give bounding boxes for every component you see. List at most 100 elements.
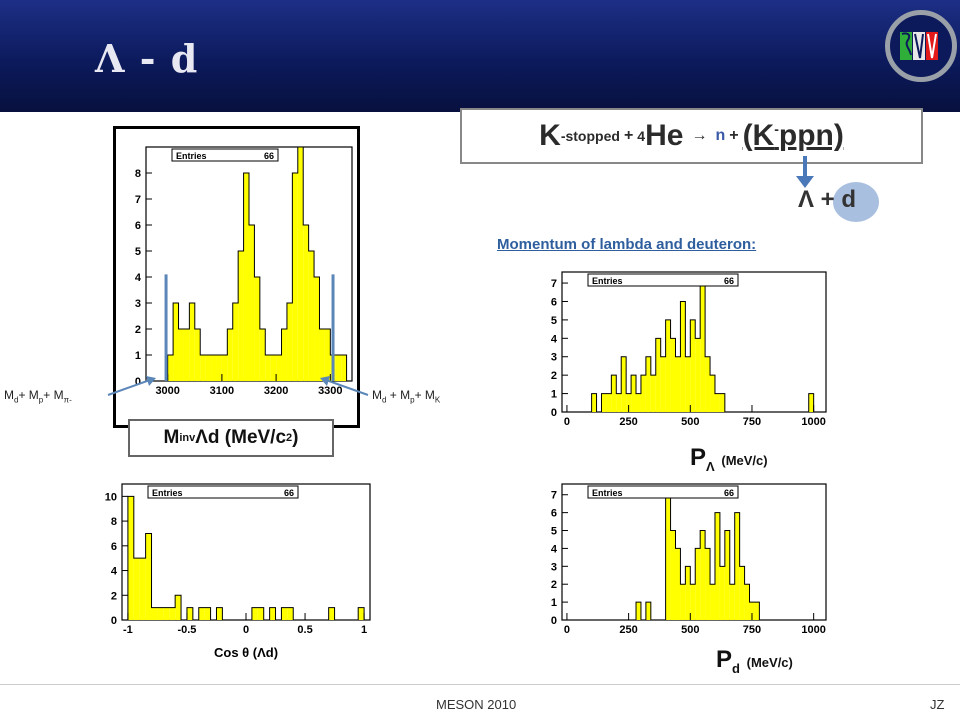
minv-rest: Λd (MeV/c (195, 427, 287, 448)
plambda-ytick-label: 2 (551, 370, 557, 382)
cos-bar (145, 533, 152, 620)
tl-s3: π- (63, 395, 72, 405)
cos-bar (151, 607, 158, 620)
plambda-ytick-label: 5 (551, 315, 557, 327)
slide-header (0, 0, 960, 112)
pd-ytick-label: 5 (551, 526, 557, 538)
minv-bar (270, 355, 277, 381)
kppn-close: ppn) (778, 119, 844, 152)
plambda-outline (591, 282, 815, 413)
plus-sign: + (623, 127, 634, 144)
minv-bar (308, 251, 315, 381)
minv-ytick-label: 0 (135, 376, 141, 388)
pd-bar (754, 602, 760, 620)
minv-bar (314, 277, 320, 381)
cos-bar (358, 607, 365, 620)
tr-s2: p (410, 395, 415, 405)
minv-m: M (163, 427, 180, 448)
pd-sub: d (732, 660, 740, 676)
minv-close: ) (292, 427, 299, 448)
minv-bar (335, 355, 342, 381)
kppn-cluster: (K-ppn) (743, 119, 844, 153)
plambda-bar (675, 356, 681, 412)
cos-stats-box (147, 485, 299, 499)
minv-bar (194, 329, 201, 381)
tr-p2: + M (414, 388, 435, 402)
pd-bar (734, 512, 740, 620)
pd-bar (685, 566, 691, 620)
tl-s1: d (14, 395, 19, 405)
slide-title: Λ - d (95, 36, 199, 81)
kaon-charge: - (560, 128, 566, 144)
cos-xtick-label: 1 (361, 624, 367, 636)
cos-bar (328, 607, 335, 620)
plambda-bar (719, 393, 725, 412)
pd-xtick-label: 0 (564, 624, 570, 636)
pd-bar (636, 602, 641, 620)
pd-xtick-label: 500 (681, 624, 699, 636)
pd-bar (675, 548, 681, 620)
plambda-bar (685, 356, 691, 412)
pd-bar (710, 584, 715, 620)
cos-bar (281, 607, 288, 620)
minv-stats-label: Entries (176, 151, 207, 161)
plambda-xtick-label: 1000 (801, 416, 825, 428)
plambda-xtick-label: 250 (619, 416, 637, 428)
pd-bar (739, 566, 745, 620)
minv-bar (205, 355, 212, 381)
minv-bar (216, 355, 222, 381)
footer-initials: JZ (930, 697, 945, 712)
minv-stats-box (171, 148, 279, 162)
cos-bar (204, 607, 211, 620)
minv-bar (211, 355, 217, 381)
pd-bar (690, 584, 696, 620)
minv-ytick-label: 3 (135, 298, 141, 310)
plambda-bar (606, 393, 612, 412)
decay-arrow-icon (796, 156, 814, 188)
cos-bar (169, 607, 176, 620)
minv-outline (162, 146, 348, 382)
minv-sup: 2 (286, 432, 293, 444)
plambda-bar (695, 338, 701, 412)
cos-bar (287, 607, 294, 620)
plambda-bar (660, 356, 666, 412)
pd-ytick-label: 7 (551, 490, 557, 502)
minv-bar (286, 303, 293, 381)
helium-symbol: He (645, 119, 684, 152)
siddharta-logo-icon (885, 10, 957, 82)
tl-s2: p (38, 395, 44, 405)
minv-ytick-label: 4 (135, 272, 142, 284)
plambda-bar (640, 375, 646, 412)
tl-m1: M (4, 388, 14, 402)
pd-stats-box (587, 485, 739, 499)
minv-histogram: Entries 66 0 1 2 3 4 5 6 7 8 3000 3100 3200 3300 (135, 146, 353, 397)
pd-bar (714, 512, 720, 620)
pd-bar (695, 548, 701, 620)
pd-bar (729, 584, 735, 620)
plambda-histogram: Entries 66 0 1 2 3 4 5 6 7 0 250 500 750 1000 (551, 271, 827, 428)
plambda-stats-value: 66 (724, 276, 734, 286)
pd-xtick-label: 750 (743, 624, 761, 636)
plambda-bar (636, 393, 641, 412)
plambda-bar (670, 338, 676, 412)
plambda-ytick-label: 1 (551, 389, 557, 401)
cos-ytick-label: 10 (105, 491, 117, 503)
kaon-symbol: K (539, 119, 561, 152)
minv-bar (200, 355, 206, 381)
cos-bar (257, 607, 264, 620)
minv-ytick-label: 5 (135, 246, 141, 258)
plambda-ytick-label: 4 (551, 333, 558, 345)
pd-bar (665, 494, 671, 620)
plambda-bar (650, 375, 656, 412)
plambda-p: P (690, 444, 707, 471)
tr-p1: + M (386, 388, 411, 402)
pd-histogram: Entries 66 0 1 2 3 4 5 6 7 0 250 500 750 1000 (551, 483, 827, 636)
pd-xtick-label: 1000 (801, 624, 825, 636)
pd-ytick-label: 6 (551, 508, 557, 520)
pd-p: P (716, 646, 733, 673)
cos-bar (163, 607, 170, 620)
pd-bar (719, 566, 725, 620)
minv-bar (265, 355, 271, 381)
pd-axis-label: Pd (MeV/c) (716, 646, 793, 676)
reaction-equation: K - stopped + 4 He → n + (K-ppn) (460, 108, 923, 164)
